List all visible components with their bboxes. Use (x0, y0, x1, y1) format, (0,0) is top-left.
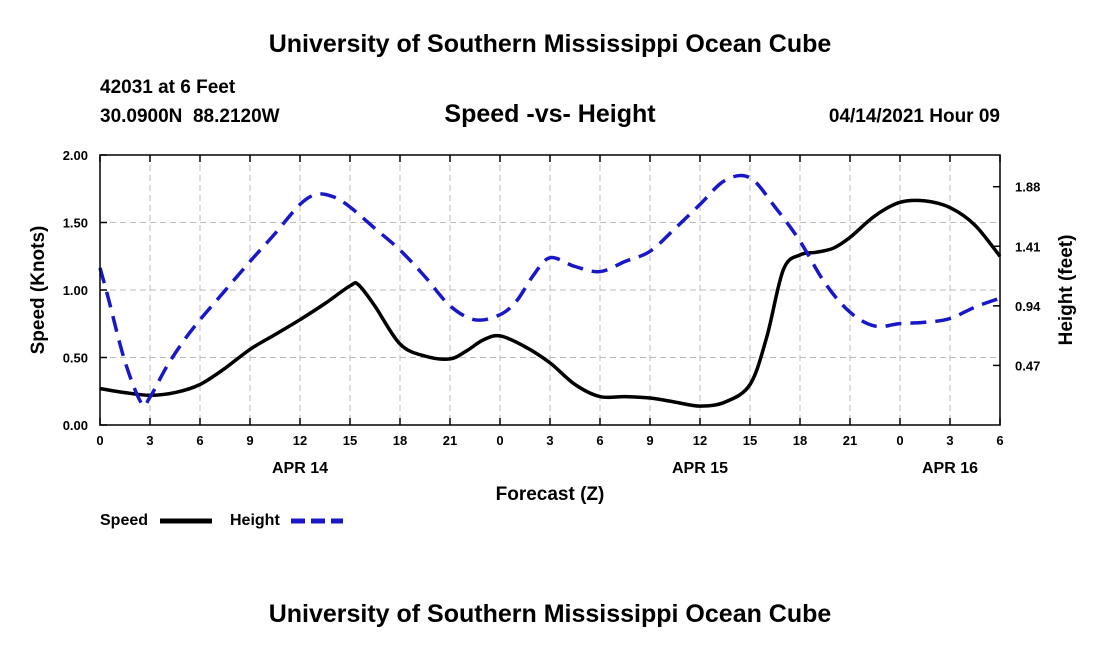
chart-axes: 0 3 6 9 12 15 18 21 0 3 6 9 12 15 18 21 0 3 6 APR 14 APR 15 A… (63, 148, 1041, 477)
series-line-speed (99, 198, 1002, 408)
x-tick-label: 18 (393, 433, 407, 448)
x-tick-label: 3 (146, 433, 153, 448)
x-tick-label: 0 (496, 433, 503, 448)
chart-series (98, 173, 1002, 408)
x-date-label: APR 16 (922, 460, 978, 477)
x-tick-label: 0 (96, 433, 103, 448)
coordinates-label: 30.0900N 88.2120W (100, 106, 280, 127)
x-tick-label: 6 (996, 433, 1003, 448)
chart-legend: Speed Height (100, 512, 343, 529)
y2-axis-title: Height (feet) (1056, 235, 1077, 346)
x-tick-label: 3 (546, 433, 553, 448)
y-tick-label: 0.00 (63, 418, 88, 433)
x-tick-label: 6 (596, 433, 603, 448)
series-line-height (98, 173, 1001, 408)
x-tick-label: 3 (946, 433, 953, 448)
chart-header-title: University of Southern Mississippi Ocean… (268, 30, 832, 58)
y-tick-label: 0.50 (63, 351, 88, 366)
chart-grid (100, 155, 1000, 425)
y2-tick-label: 0.94 (1015, 299, 1041, 314)
chart-title: Speed -vs- Height (444, 100, 656, 128)
x-tick-label: 12 (293, 433, 307, 448)
y-tick-label: 2.00 (63, 148, 88, 163)
x-tick-label: 9 (646, 433, 653, 448)
x-tick-label: 0 (896, 433, 903, 448)
legend-speed-label: Speed (100, 512, 148, 529)
x-date-label: APR 15 (672, 460, 728, 477)
x-tick-label: 21 (843, 433, 857, 448)
x-tick-label: 9 (246, 433, 253, 448)
y-tick-label: 1.50 (63, 216, 88, 231)
legend-height-label: Height (230, 512, 280, 529)
y2-tick-label: 0.47 (1015, 358, 1040, 373)
x-tick-label: 21 (443, 433, 457, 448)
station-label: 42031 at 6 Feet (100, 77, 236, 98)
x-date-label: APR 14 (272, 460, 328, 477)
y-tick-label: 1.00 (63, 283, 88, 298)
y2-tick-label: 1.88 (1015, 180, 1040, 195)
x-tick-label: 6 (196, 433, 203, 448)
x-axis-title: Forecast (Z) (496, 484, 605, 505)
forecast-datetime: 04/14/2021 Hour 09 (828, 106, 1000, 127)
y2-tick-label: 1.41 (1015, 239, 1040, 254)
x-tick-label: 15 (343, 433, 357, 448)
x-tick-label: 18 (793, 433, 807, 448)
chart-footer-title: University of Southern Mississippi Ocean… (268, 600, 832, 628)
x-tick-label: 12 (693, 433, 707, 448)
x-tick-label: 15 (743, 433, 757, 448)
y-axis-title: Speed (Knots) (28, 226, 49, 355)
